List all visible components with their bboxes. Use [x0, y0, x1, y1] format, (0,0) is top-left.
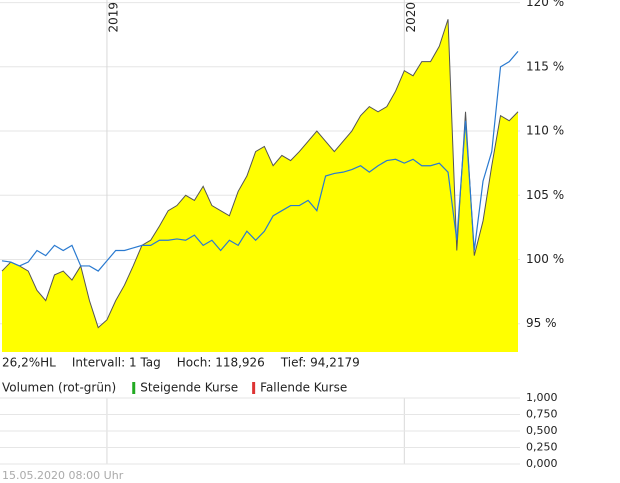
- footer: 15.05.2020 08:00 Uhr: [2, 469, 124, 482]
- area-outline: [1, 19, 519, 329]
- y-tick-label: 0,500: [526, 424, 558, 437]
- y-tick-label: 100 %: [526, 252, 564, 266]
- legend-label: Steigende Kurse: [140, 381, 238, 395]
- y-tick-label: 0,000: [526, 457, 558, 470]
- stat: 26,2%HL: [2, 356, 56, 370]
- y-tick-label: 110 %: [526, 124, 564, 138]
- legend-swatch: [252, 382, 256, 394]
- line: [1, 50, 519, 272]
- y-tick-label: 115 %: [526, 59, 564, 73]
- y-tick-label: 95 %: [526, 316, 557, 330]
- x-tick-label: 2019: [106, 2, 120, 33]
- legend-swatch: [132, 382, 136, 394]
- stat: Tief: 94,2179: [280, 356, 360, 370]
- legend-label: Fallende Kurse: [260, 381, 347, 395]
- y-tick-label: 120 %: [526, 0, 564, 9]
- stat: Hoch: 118,926: [177, 356, 265, 370]
- legend-title: Volumen (rot-grün): [2, 381, 116, 395]
- y-tick-label: 0,250: [526, 441, 558, 454]
- y-tick-label: 1,000: [526, 391, 558, 404]
- area: [2, 19, 518, 352]
- stat: Intervall: 1 Tag: [72, 356, 161, 370]
- y-tick-label: 105 %: [526, 188, 564, 202]
- x-tick-label: 2020: [404, 2, 418, 33]
- y-tick-label: 0,750: [526, 408, 558, 421]
